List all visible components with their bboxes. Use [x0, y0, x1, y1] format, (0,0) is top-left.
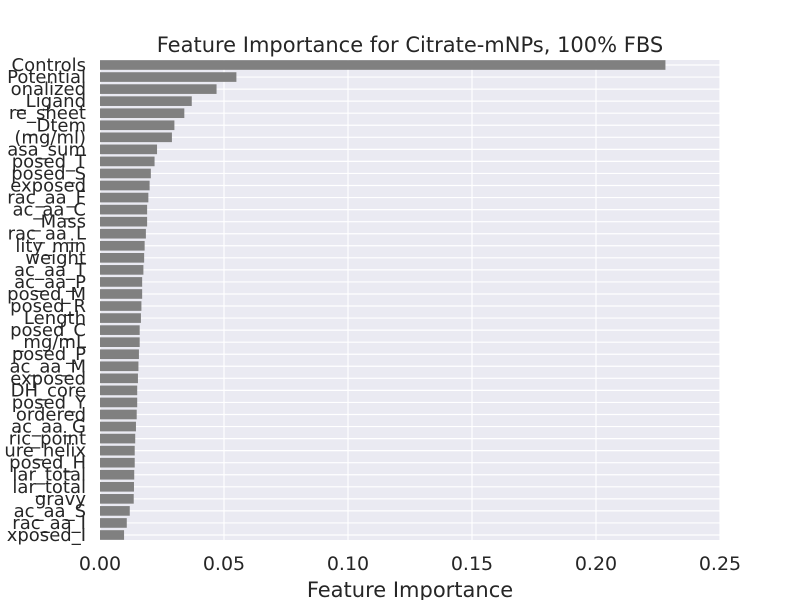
bar	[100, 216, 148, 227]
y-tick-label: lity_min	[15, 236, 86, 257]
bar	[100, 204, 148, 215]
y-tick-label: ac_aa_P	[14, 272, 86, 293]
bar	[100, 325, 140, 335]
y-tick-label: exposed	[10, 368, 86, 389]
bar	[100, 84, 217, 94]
bar	[100, 349, 139, 360]
plot-background	[100, 60, 720, 540]
bar	[100, 277, 143, 287]
bar	[100, 481, 134, 492]
bar	[100, 301, 142, 311]
bar	[100, 60, 666, 70]
bar	[100, 409, 137, 420]
y-tick-label: posed_H	[9, 453, 86, 474]
bar	[100, 506, 130, 516]
y-tick-label: posed_M	[7, 284, 86, 305]
y-tick-label: rac_aa_I	[12, 513, 86, 534]
bar	[100, 120, 175, 131]
bar	[100, 240, 145, 251]
x-tick-label: 0.10	[327, 553, 369, 575]
bar	[100, 192, 149, 203]
chart-title: Feature Importance for Citrate-mNPs, 100…	[157, 33, 663, 57]
bars	[100, 60, 666, 540]
bar	[100, 361, 139, 372]
bar	[100, 433, 136, 444]
bar	[100, 337, 140, 347]
y-tick-label: lar_total	[12, 465, 86, 486]
y-tick-label: posed_T	[12, 151, 87, 172]
y-tick-label: posed_P	[12, 344, 86, 365]
y-tick-label: ric_point	[9, 429, 86, 450]
y-tick-label: ordered	[16, 404, 86, 425]
bar	[100, 168, 151, 179]
bar	[100, 144, 158, 155]
x-tick-labels: 0.00 0.05 0.10 0.15 0.20 0.25	[79, 553, 741, 575]
bar	[100, 156, 155, 167]
y-tick-label: _mg/mL	[13, 332, 86, 353]
bar	[100, 457, 135, 468]
y-tick-label: weight	[25, 248, 86, 269]
bar	[100, 469, 135, 480]
y-tick-label: xposed_I	[7, 525, 86, 546]
y-tick-label: rac_aa_F	[7, 188, 86, 209]
y-tick-label: ac_aa_G	[11, 417, 86, 438]
x-tick-label: 0.25	[699, 553, 741, 575]
bar	[100, 132, 172, 143]
y-tick-label: Controls	[12, 55, 86, 76]
bar	[100, 228, 146, 239]
bar	[100, 72, 237, 82]
bar	[100, 253, 145, 263]
bar	[100, 445, 135, 456]
bar	[100, 421, 136, 432]
y-tick-label: ac_aa_T	[14, 260, 87, 281]
bar	[100, 108, 185, 119]
bar	[100, 313, 141, 323]
bar	[100, 385, 138, 396]
bar	[100, 518, 127, 528]
x-tick-label: 0.20	[575, 553, 617, 575]
y-tick-label: lar_total	[12, 477, 86, 498]
y-tick-label: ac_aa_S	[14, 501, 86, 522]
y-tick-labels: ControlsPotentialonalized_Ligandre_sheet…	[4, 55, 87, 546]
y-tick-label: posed_S	[11, 163, 86, 184]
bar	[100, 180, 150, 191]
y-tick-label: gravy	[35, 489, 87, 510]
y-tick-label: asa_sum	[7, 139, 86, 160]
bar	[100, 96, 192, 106]
y-tick-label: onalized	[11, 79, 86, 100]
y-tick-label: (mg/ml)	[14, 127, 86, 148]
x-tick-label: 0.00	[79, 553, 121, 575]
grid-lines	[99, 60, 721, 540]
y-tick-label: ac_aa_M	[9, 356, 86, 377]
bar	[100, 289, 143, 299]
bar	[100, 494, 134, 504]
y-tick-label: posed_R	[10, 296, 86, 317]
x-axis-label: Feature Importance	[307, 578, 513, 600]
y-tick-label: Potential	[7, 67, 86, 88]
bar	[100, 373, 138, 384]
y-tick-label: _Dtem	[26, 115, 86, 136]
y-tick-label: ure_helix	[4, 441, 86, 462]
y-tick-label: exposed	[10, 176, 86, 197]
y-tick-label: posed_Y	[12, 392, 87, 413]
y-tick-label: re_sheet	[9, 103, 86, 124]
bar	[100, 265, 144, 275]
y-tick-label: _Mass	[31, 212, 86, 233]
bar	[100, 397, 138, 408]
y-tick-label: _Ligand	[16, 91, 86, 112]
y-tick-label: posed_C	[10, 320, 86, 341]
x-tick-label: 0.15	[451, 553, 493, 575]
x-tick-label: 0.05	[203, 553, 245, 575]
y-tick-label: rac_aa_L	[8, 224, 86, 245]
bar	[100, 530, 125, 540]
y-tick-label: ac_aa_C	[12, 200, 86, 221]
y-tick-label: Length	[24, 308, 86, 329]
y-tick-label: DH_core	[11, 380, 86, 401]
